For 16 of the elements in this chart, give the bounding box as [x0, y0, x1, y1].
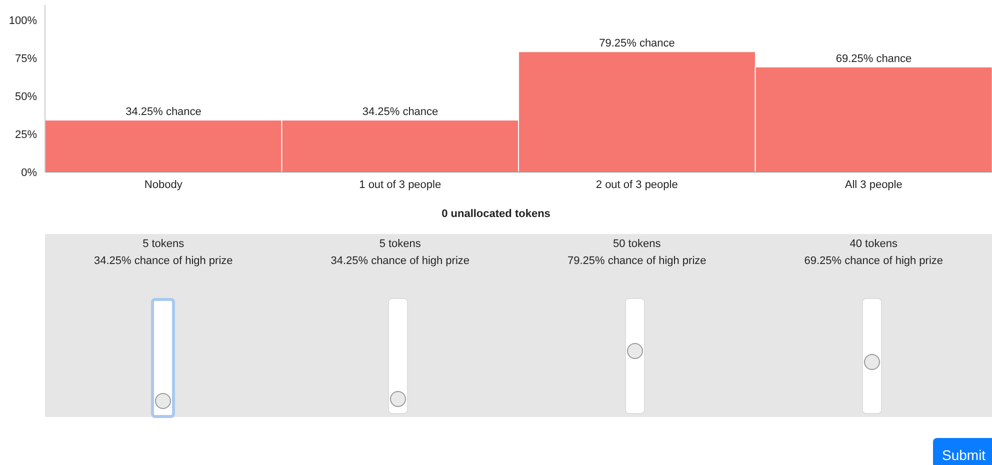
submit-button: Submit — [933, 438, 992, 465]
x-tick-label: 2 out of 3 people — [596, 178, 678, 191]
slider-panel: 5 tokens 34.25% chance of high prize 5 tokens 34.25% chance of high prize 50 tokens 79.25% chance of high prize 40 tokens 69.25% chance of high prize — [45, 234, 992, 417]
y-tick-label: 50% — [14, 90, 38, 103]
text: 0 unallocated tokens — [440, 208, 552, 220]
data-label: 69.25% chance — [836, 52, 912, 65]
data-label: 34.25% chance — [362, 106, 438, 118]
y-tick-label: 0% — [21, 166, 38, 179]
data-label: 79.25% chance — [599, 38, 675, 50]
y-tick-label: 100% — [8, 15, 38, 28]
y-tick-label: 25% — [14, 128, 38, 141]
y-tick-label: 75% — [14, 53, 38, 66]
x-tick-label: All 3 people — [844, 178, 902, 191]
x-tick-label: Nobody — [144, 178, 183, 191]
data-label: 34.25% chance — [126, 106, 202, 118]
x-tick-label: 1 out of 3 people — [359, 178, 442, 191]
